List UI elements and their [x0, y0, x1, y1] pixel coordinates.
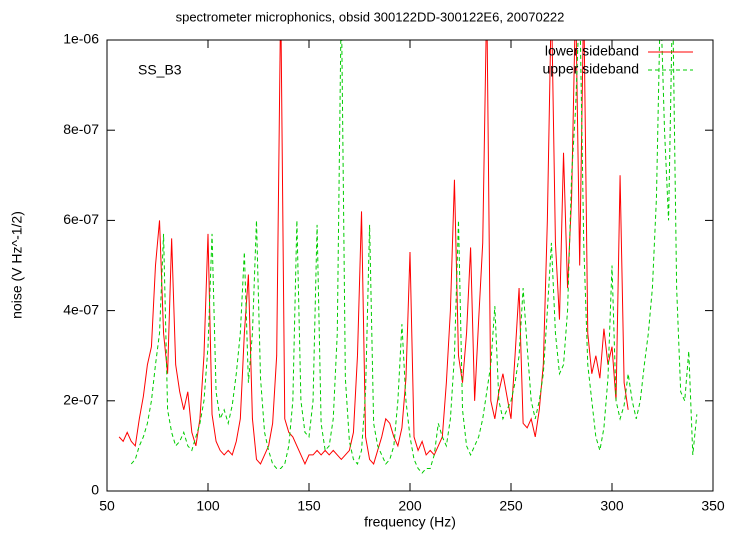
x-tick-label: 150 [297, 498, 321, 514]
series-line [118, 40, 629, 466]
y-axis-label: noise (V Hz^-1/2) [9, 211, 25, 319]
chart-title: spectrometer microphonics, obsid 300122D… [176, 9, 565, 24]
annotation: SS_B3 [138, 62, 182, 78]
x-tick-label: 350 [701, 498, 725, 514]
y-tick-label: 0 [91, 482, 99, 498]
legend-label: upper sideband [542, 61, 639, 77]
x-tick-label: 100 [196, 498, 220, 514]
x-tick-label: 300 [600, 498, 624, 514]
y-tick-label: 6e-07 [63, 211, 99, 227]
x-axis-label: frequency (Hz) [364, 514, 456, 530]
x-tick-label: 50 [99, 498, 115, 514]
x-tick-label: 250 [499, 498, 523, 514]
y-tick-label: 2e-07 [63, 392, 99, 408]
legend-label: lower sideband [545, 43, 639, 59]
x-tick-label: 200 [398, 498, 422, 514]
y-tick-label: 1e-06 [63, 31, 99, 47]
y-tick-label: 8e-07 [63, 121, 99, 137]
plot-lines [118, 40, 698, 474]
y-tick-label: 4e-07 [63, 301, 99, 317]
